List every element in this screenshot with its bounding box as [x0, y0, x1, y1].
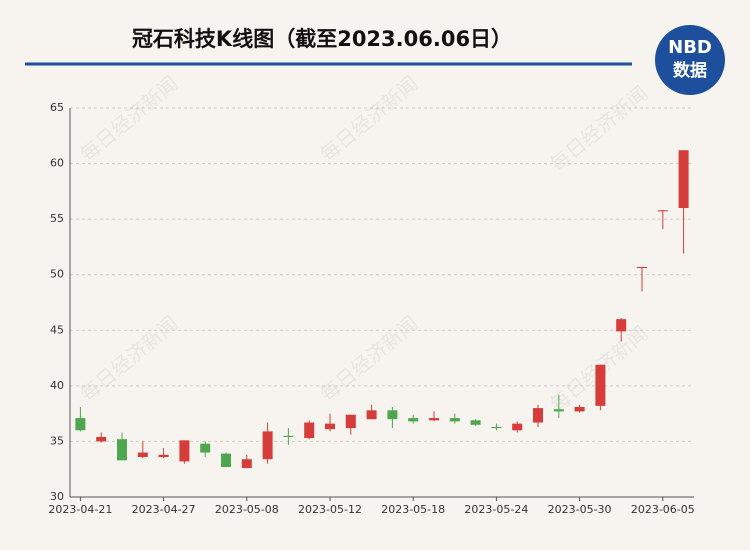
y-tick-label: 60 [50, 157, 64, 170]
candle-body [533, 408, 543, 423]
candle-body [200, 443, 211, 453]
candle-body [616, 319, 627, 332]
candle-body [387, 410, 398, 420]
x-tick-label: 2023-05-18 [381, 503, 445, 516]
candle-body [553, 409, 564, 412]
candle-body [262, 431, 273, 460]
x-tick-label: 2023-05-30 [548, 503, 612, 516]
candle-body [179, 440, 190, 462]
y-tick-label: 35 [50, 434, 64, 447]
x-tick-label: 2023-06-05 [631, 503, 695, 516]
candle-body [657, 210, 668, 212]
candle-body [512, 423, 523, 431]
candle-body [221, 453, 231, 467]
chart-title: 冠石科技K线图（截至2023.06.06日） [132, 27, 512, 51]
logo-top: NBD [668, 37, 712, 58]
y-tick-label: 65 [50, 101, 64, 114]
candle-body [117, 439, 127, 461]
y-tick-label: 45 [50, 323, 64, 336]
y-tick-label: 30 [50, 490, 64, 503]
candle-body [574, 406, 585, 412]
candle-body [96, 436, 107, 442]
candle-body [158, 454, 169, 457]
y-tick-label: 55 [50, 212, 64, 225]
candle-body [304, 422, 315, 439]
logo [655, 25, 725, 95]
candle-body [366, 410, 377, 420]
candle-body [678, 150, 689, 209]
y-tick-label: 40 [50, 379, 64, 392]
candle-body [637, 266, 647, 269]
x-tick-label: 2023-04-21 [48, 503, 112, 516]
x-tick-label: 2023-04-27 [132, 503, 196, 516]
logo-bottom: 数据 [673, 60, 707, 81]
candle-body [325, 423, 335, 430]
candle-body [283, 435, 294, 437]
candle-body [470, 420, 481, 425]
candle-body [345, 414, 356, 429]
candle-body [429, 418, 439, 421]
x-tick-label: 2023-05-12 [298, 503, 362, 516]
candle-body [449, 418, 460, 422]
candle-body [241, 459, 252, 469]
y-tick-label: 50 [50, 268, 64, 281]
candle-body [75, 418, 86, 431]
candle-body [595, 364, 606, 406]
x-tick-label: 2023-05-24 [464, 503, 528, 516]
x-tick-label: 2023-05-08 [215, 503, 279, 516]
candle-body [491, 426, 502, 429]
candle-body [408, 418, 419, 422]
candle-body [137, 452, 148, 457]
